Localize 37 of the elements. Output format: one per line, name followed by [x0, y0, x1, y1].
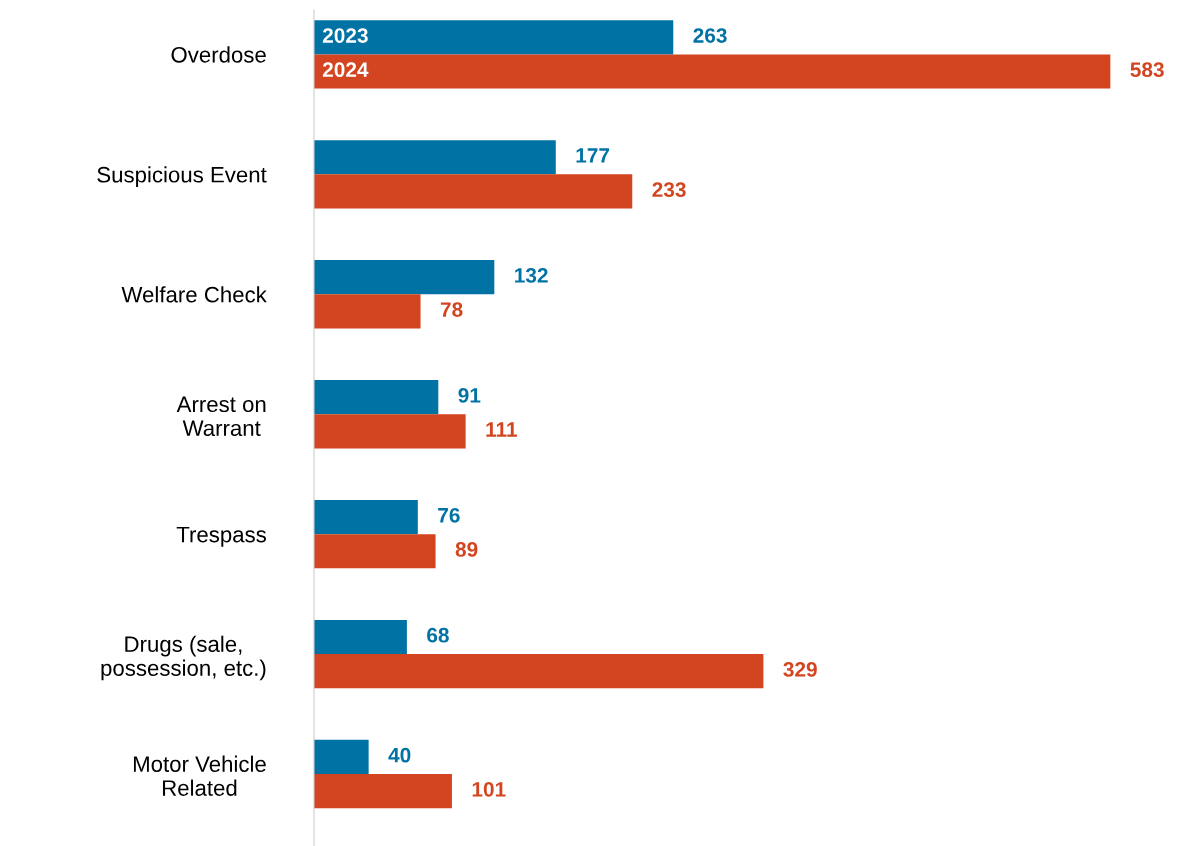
data-label: 233	[652, 182, 686, 198]
data-label: 76	[438, 507, 460, 523]
data-label: 111	[486, 422, 517, 437]
bar	[314, 739, 369, 775]
data-label: 132	[515, 268, 548, 283]
y-tick-label: Drugs (sale, possession, etc.)	[101, 635, 266, 681]
data-label: 91	[458, 387, 481, 403]
series-label: 2023	[322, 28, 368, 43]
y-tick-label: Arrest on Warrant	[176, 396, 266, 437]
bar	[314, 414, 466, 449]
bar	[314, 499, 418, 535]
data-label: 68	[427, 627, 449, 643]
bar	[314, 20, 674, 55]
data-label: 177	[576, 148, 610, 163]
bar	[314, 174, 633, 209]
y-tick-label: Motor Vehicle Related	[133, 755, 266, 796]
y-tick-label: Overdose	[171, 46, 266, 63]
y-tick-label: Suspicious Event	[97, 166, 267, 187]
data-label: 263	[693, 28, 727, 43]
bar	[314, 654, 764, 689]
y-tick-label: Trespass	[176, 526, 266, 547]
data-label: 101	[472, 781, 506, 797]
data-label: 40	[388, 747, 411, 763]
bar	[314, 260, 495, 295]
bar	[314, 294, 421, 329]
bar	[314, 619, 407, 655]
bar	[314, 774, 452, 809]
bar	[314, 534, 436, 569]
data-label: 583	[1130, 62, 1164, 78]
y-tick-label: Welfare Check	[121, 286, 267, 303]
bar	[314, 140, 556, 175]
series-label: 2024	[322, 62, 369, 78]
bar	[314, 380, 439, 415]
data-label: 89	[455, 542, 478, 557]
data-label: 78	[440, 302, 463, 317]
bar	[314, 54, 1111, 89]
data-label: 329	[783, 662, 817, 677]
